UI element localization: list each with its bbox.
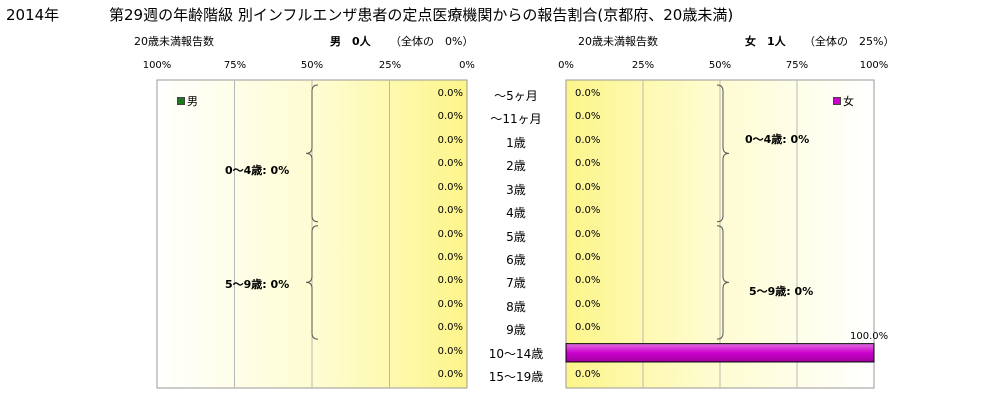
female-value-label: 0.0% (575, 181, 601, 193)
female-share: （全体の 25%） (804, 35, 895, 48)
age-label: 2歳 (506, 159, 526, 174)
male-legend-label: 男 (187, 95, 198, 108)
age-label: 9歳 (506, 323, 526, 338)
male-value-label: 0.0% (437, 369, 463, 381)
female-value-label: 0.0% (575, 134, 601, 146)
female-tick-0: 0% (558, 60, 574, 71)
age-label: ～5ヶ月 (494, 88, 538, 103)
female-value-label: 0.0% (575, 322, 601, 334)
male-tick-0: 0% (459, 60, 475, 71)
female-tick-50: 50% (708, 60, 732, 71)
female-value-label: 0.0% (575, 251, 601, 263)
male-summary: 男 0人 (330, 35, 371, 48)
male-value-label: 0.0% (437, 181, 463, 193)
male-value-label: 0.0% (437, 275, 463, 287)
male-group-5-9: 5～9歳: 0% (225, 278, 290, 291)
female-value-label: 0.0% (575, 228, 601, 240)
female-tick-75: 75% (785, 60, 809, 71)
age-label: 4歳 (506, 206, 526, 221)
male-count-label: 20歳未満報告数 (134, 35, 214, 48)
male-share: （全体の 0%） (390, 35, 474, 48)
age-label: 6歳 (506, 252, 526, 267)
female-summary: 女 1人 (745, 35, 786, 48)
female-count-label: 20歳未満報告数 (578, 35, 658, 48)
male-tick-50: 50% (300, 60, 324, 71)
chart-year: 2014年 (6, 6, 60, 24)
female-value-label: 0.0% (575, 87, 601, 99)
chart-title: 第29週の年齢階級 別インフルエンザ患者の定点医療機関からの報告割合(京都府、2… (109, 6, 734, 24)
female-legend-swatch (833, 97, 841, 105)
age-label: 3歳 (506, 182, 526, 197)
age-label: 8歳 (506, 299, 526, 314)
age-label: 10～14歳 (488, 346, 544, 361)
male-brace-5-9 (305, 225, 319, 340)
female-value-label: 0.0% (575, 275, 601, 287)
male-group-0-4: 0～4歳: 0% (225, 164, 290, 177)
male-value-label: 0.0% (437, 111, 463, 123)
female-value-label: 0.0% (575, 205, 601, 217)
age-label: ～11ヶ月 (490, 112, 542, 127)
female-tick-25: 25% (631, 60, 655, 71)
female-legend: 女 (833, 93, 854, 109)
female-group-5-9: 5～9歳: 0% (749, 285, 814, 298)
age-label: 1歳 (506, 135, 526, 150)
male-legend: 男 (177, 93, 198, 109)
female-value-label: 100.0% (850, 330, 889, 342)
female-legend-label: 女 (843, 95, 854, 108)
female-brace-0-4 (716, 84, 730, 223)
female-tick-100: 100% (859, 60, 889, 71)
male-legend-swatch (177, 97, 185, 105)
male-value-label: 0.0% (437, 134, 463, 146)
female-value-label: 0.0% (575, 369, 601, 381)
male-value-label: 0.0% (437, 228, 463, 240)
female-bar-11 (565, 343, 875, 363)
male-value-label: 0.0% (437, 205, 463, 217)
male-value-label: 0.0% (437, 251, 463, 263)
male-value-label: 0.0% (437, 322, 463, 334)
female-group-0-4: 0～4歳: 0% (745, 133, 810, 146)
age-label: 7歳 (506, 276, 526, 291)
male-value-label: 0.0% (437, 345, 463, 357)
female-value-label: 0.0% (575, 111, 601, 123)
male-value-label: 0.0% (437, 298, 463, 310)
male-value-label: 0.0% (437, 158, 463, 170)
age-label: 5歳 (506, 229, 526, 244)
female-value-label: 0.0% (575, 158, 601, 170)
female-brace-5-9 (716, 225, 730, 340)
female-value-label: 0.0% (575, 298, 601, 310)
male-value-label: 0.0% (437, 87, 463, 99)
male-tick-100: 100% (142, 60, 172, 71)
male-tick-75: 75% (223, 60, 247, 71)
male-brace-0-4 (305, 84, 319, 223)
male-tick-25: 25% (378, 60, 402, 71)
age-label: 15～19歳 (488, 370, 544, 385)
